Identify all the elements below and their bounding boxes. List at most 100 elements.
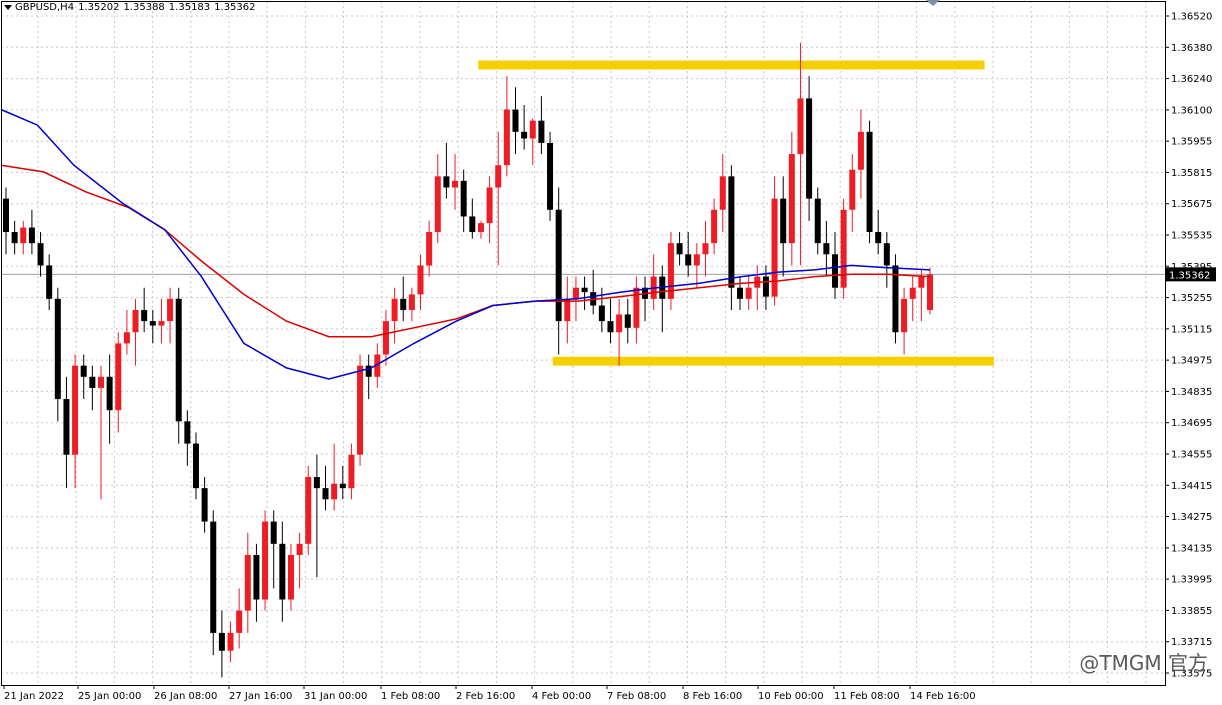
candle-bull — [564, 298, 571, 322]
candle-bull — [158, 321, 165, 326]
candle-bear — [54, 298, 61, 400]
price-tick-label: 1.36520 — [1171, 12, 1212, 23]
candle-bear — [192, 443, 199, 489]
candle-bull — [244, 554, 251, 611]
time-tick-label: 31 Jan 00:00 — [304, 691, 367, 702]
candle-bear — [400, 298, 407, 310]
candle-bull — [417, 265, 424, 295]
candle-bull — [97, 376, 104, 388]
candle-bear — [521, 131, 528, 139]
candle-bear — [365, 365, 372, 377]
candle-bear — [80, 365, 87, 377]
candle-bear — [210, 521, 217, 633]
chart-shift-marker-icon[interactable] — [926, 0, 940, 6]
candle-bear — [538, 120, 545, 143]
zone-band — [478, 60, 985, 70]
price-tick-label: 1.34555 — [1171, 450, 1212, 461]
candle-bear — [37, 243, 44, 266]
time-tick-label: 4 Feb 00:00 — [532, 691, 591, 702]
candle-bull — [477, 223, 484, 233]
time-tick-label: 14 Feb 16:00 — [910, 691, 976, 702]
candle-bear — [443, 176, 450, 188]
triangle-down-icon — [4, 4, 12, 10]
candle-bear — [339, 483, 346, 489]
low-value: 1.35183 — [168, 2, 211, 13]
candle-bear — [875, 232, 882, 244]
price-tick-label: 1.35395 — [1171, 262, 1212, 273]
candle-bull — [693, 254, 700, 266]
time-tick-label: 1 Feb 08:00 — [381, 691, 440, 702]
price-tick-label: 1.36240 — [1171, 74, 1212, 85]
candle-bear — [598, 305, 605, 322]
price-tick-label: 1.33575 — [1171, 669, 1212, 680]
price-tick-label: 1.34975 — [1171, 356, 1212, 367]
candle-bear — [762, 276, 769, 297]
candle-bear — [892, 265, 899, 333]
candle-bull — [667, 243, 674, 299]
candle-bull — [123, 332, 130, 344]
candle-bear — [676, 243, 683, 255]
price-tick-label: 1.35815 — [1171, 168, 1212, 179]
candle-bull — [788, 154, 795, 244]
candle-bear — [28, 227, 35, 244]
candle-bear — [106, 376, 113, 411]
high-value: 1.35388 — [123, 2, 165, 13]
candle-bear — [184, 421, 191, 444]
open-value: 1.35202 — [78, 2, 120, 13]
candle-bear — [547, 142, 554, 210]
candle-bear — [270, 521, 277, 544]
price-tick-label: 1.34835 — [1171, 387, 1212, 398]
time-tick-label: 8 Feb 16:00 — [683, 691, 742, 702]
candle-bull — [503, 109, 510, 166]
candle-bear — [175, 298, 182, 422]
candle-bear — [581, 287, 588, 293]
candle-bear — [866, 131, 873, 233]
candle-bull — [296, 543, 303, 555]
candle-bear — [823, 243, 830, 255]
watermark: @TMGM 官方 — [1079, 651, 1208, 675]
time-tick-label: 21 Jan 2022 — [4, 691, 64, 702]
candle-bear — [624, 314, 631, 328]
time-tick-label: 11 Feb 08:00 — [834, 691, 900, 702]
price-tick-label: 1.34275 — [1171, 512, 1212, 523]
candle-bear — [607, 321, 614, 333]
candle-bull — [357, 365, 364, 455]
candle-bull — [711, 209, 718, 244]
price-tick-label: 1.35535 — [1171, 231, 1212, 242]
zone-band — [552, 356, 994, 366]
candle-bear — [832, 254, 839, 288]
price-tick-label: 1.33715 — [1171, 637, 1212, 648]
candle-bull — [331, 483, 338, 500]
candle-bull — [702, 243, 709, 255]
time-tick-label: 27 Jan 16:00 — [229, 691, 292, 702]
candle-bear — [253, 554, 260, 600]
price-tick-label: 1.35115 — [1171, 324, 1212, 335]
candle-bull — [132, 309, 139, 333]
candle-bull — [633, 287, 640, 328]
candle-bull — [927, 274, 933, 310]
candle-bull — [20, 227, 27, 244]
candle-bull — [262, 521, 269, 600]
candle-bull — [771, 198, 778, 297]
time-tick-label: 25 Jan 00:00 — [78, 691, 141, 702]
price-tick-label: 1.34415 — [1171, 481, 1212, 492]
price-tick-label: 1.34695 — [1171, 418, 1212, 429]
candle-bear — [469, 216, 476, 233]
candle-bull — [408, 294, 415, 310]
candle-bull — [857, 131, 864, 170]
price-tick-label: 1.33855 — [1171, 606, 1212, 617]
candle-bear — [460, 180, 467, 217]
candle-bear — [737, 287, 744, 299]
candle-bull — [167, 298, 174, 322]
candle-bull — [72, 365, 79, 455]
candle-bull — [797, 98, 804, 155]
time-tick-label: 2 Feb 16:00 — [456, 691, 515, 702]
time-tick-label: 26 Jan 08:00 — [154, 691, 217, 702]
candle-bear — [149, 321, 156, 326]
price-tick-label: 1.36100 — [1171, 105, 1212, 116]
candle-bull — [901, 298, 908, 333]
candle-bear — [46, 265, 53, 299]
time-tick-label: 7 Feb 08:00 — [607, 691, 666, 702]
